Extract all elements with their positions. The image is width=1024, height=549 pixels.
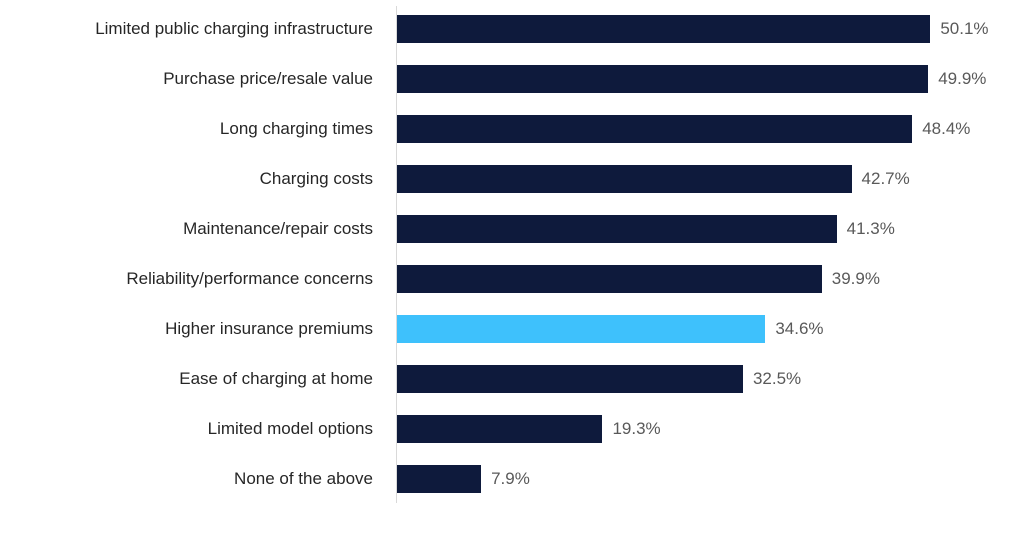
chart-row: Reliability/performance concerns 39.9% [0,254,1024,304]
value-label: 39.9% [831,269,880,288]
chart-row: Charging costs 42.7% [0,154,1024,204]
bar-area: 7.9% [397,465,1024,493]
bar [397,215,837,243]
bar [397,365,743,393]
category-label: Charging costs [259,168,373,188]
category-label: Purchase price/resale value [163,68,373,88]
value-label: 41.3% [846,219,895,238]
chart-row: Ease of charging at home 32.5% [0,354,1024,404]
bar-area: 41.3% [397,215,1024,243]
category-label: Limited model options [207,418,373,438]
value-label: 42.7% [861,169,910,188]
bar-area: 48.4% [397,115,1024,143]
chart-row: Long charging times 48.4% [0,104,1024,154]
chart-rows: Limited public charging infrastructure 5… [0,4,1024,504]
bar [397,115,913,143]
value-label: 48.4% [922,119,971,138]
bar-area: 50.1% [397,15,1024,43]
value-label: 34.6% [775,319,824,338]
y-axis-line [396,6,397,503]
bar [397,315,766,343]
bar-area: 34.6% [397,315,1024,343]
value-label: 50.1% [940,19,989,38]
value-label: 7.9% [491,469,530,488]
bar [397,465,482,493]
category-label: Long charging times [219,118,373,138]
category-label: Maintenance/repair costs [183,218,373,238]
chart-row: Higher insurance premiums 34.6% [0,304,1024,354]
category-label: Higher insurance premiums [165,318,373,338]
value-label: 32.5% [752,369,802,388]
bar-area: 49.9% [397,65,1024,93]
bar [397,15,931,43]
bar [397,265,822,293]
bar [397,415,603,443]
category-label: Ease of charging at home [179,368,373,388]
chart-row: Limited model options 19.3% [0,404,1024,454]
bar-area: 19.3% [397,415,1024,443]
bar-area: 32.5% [397,365,1024,393]
value-label: 19.3% [612,419,661,438]
bar [397,165,852,193]
chart-row: None of the above 7.9% [0,454,1024,504]
chart-row: Maintenance/repair costs 41.3% [0,204,1024,254]
bar [397,65,929,93]
chart-row: Purchase price/resale value 49.9% [0,54,1024,104]
category-label: Reliability/performance concerns [126,268,373,288]
category-label: Limited public charging infrastructure [95,18,373,38]
chart-row: Limited public charging infrastructure 5… [0,4,1024,54]
bar-area: 42.7% [397,165,1024,193]
category-label: None of the above [234,468,373,488]
bar-area: 39.9% [397,265,1024,293]
value-label: 49.9% [938,69,987,88]
